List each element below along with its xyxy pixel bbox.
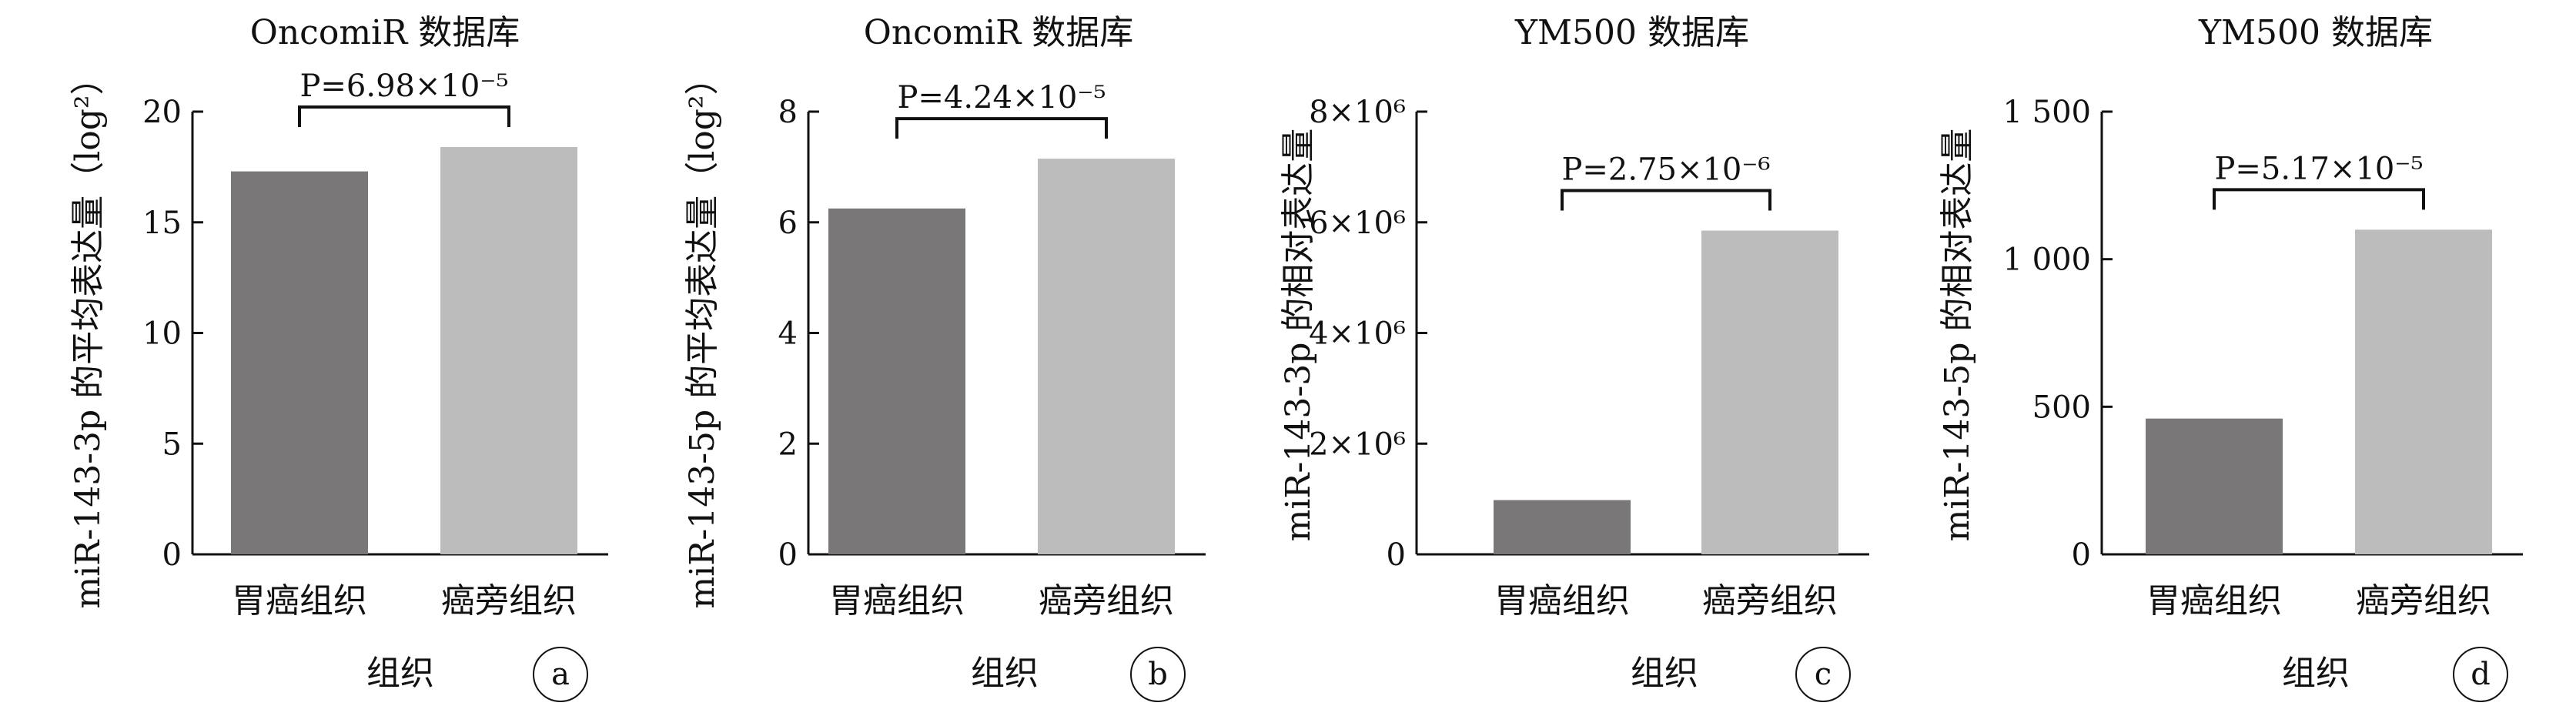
bar-adjacent [1038,159,1175,554]
x-tick-label: 癌旁组织 [1702,581,1838,621]
y-tick-label: 1 500 [2002,95,2091,130]
x-tick-label: 癌旁组织 [2356,581,2491,621]
bar-chart-svg: 0 2×10⁶ 4×10⁶ 6×10⁶ 8×10⁶ 胃癌组织 癌旁组织 P=2.75×10⁻⁶ [1309,95,1869,621]
y-tick-label: 5 [162,427,182,462]
x-tick-label: 胃癌组织 [232,581,367,621]
y-tick-label: 15 [142,206,182,241]
chart-title: YM500 数据库 [2198,13,2434,52]
x-tick-label: 胃癌组织 [1494,581,1630,621]
p-value-label: P=2.75×10⁻⁶ [1561,152,1770,188]
y-tick-label: 0 [1387,537,1406,573]
y-tick-label: 2 [778,427,798,462]
bar-tumor [231,171,368,554]
chart-title: OncomiR 数据库 [863,13,1134,52]
y-tick-label: 8×10⁶ [1309,95,1406,130]
panel-letter: b [1130,647,1186,702]
y-tick-label: 500 [2032,390,2091,425]
y-tick-label: 2×10⁶ [1309,427,1406,462]
y-tick-label: 20 [142,95,182,130]
panel-letter: a [533,647,588,702]
x-axis-label: 组织 [366,654,434,693]
y-tick-label: 10 [142,316,182,352]
bar-tumor [828,208,965,554]
y-tick-label: 0 [2072,537,2091,573]
y-tick-label: 6×10⁶ [1309,206,1406,241]
bar-adjacent [2355,229,2492,554]
x-tick-label: 癌旁组织 [1039,581,1174,621]
bar-chart-svg: 0 2 4 6 8 胃癌组织 癌旁组织 P=4.24×10⁻⁵ [778,80,1206,621]
x-tick-label: 胃癌组织 [2146,581,2282,621]
bar-adjacent [440,147,577,554]
x-axis-label: 组织 [1631,654,1698,693]
significance-bracket [1561,189,1771,211]
x-axis-label: 组织 [971,654,1039,693]
chart-title: YM500 数据库 [1514,13,1750,52]
y-tick-label: 1 000 [2002,243,2091,278]
chart-panel-d: YM500 数据库 miR-143-5p 的相对表达量 0 500 1 000 1 5… [1909,0,2576,706]
y-tick-label: 8 [778,95,798,130]
x-tick-label: 胃癌组织 [829,581,965,621]
bar-tumor [2146,418,2283,554]
y-tick-label: 6 [778,206,798,241]
y-tick-label: 4×10⁶ [1309,316,1406,352]
chart-panel-c: YM500 数据库 miR-143-3p 的相对表达量 0 2×10⁶ 4×10⁶ 6… [1247,0,1909,706]
significance-bracket [298,105,510,127]
p-value-label: P=6.98×10⁻⁵ [299,69,508,104]
bar-tumor [1494,500,1631,554]
bar-chart-svg: 0 5 10 15 20 胃癌组织 癌旁组织 P=6.98×10⁻⁵ [142,69,608,621]
bar-chart-svg: 0 500 1 000 1 500 胃癌组织 癌旁组织 P=5.17×10⁻⁵ [2002,95,2523,621]
bar-adjacent [1701,230,1838,554]
panel-letter: c [1795,647,1851,702]
chart-title: OncomiR 数据库 [249,13,520,52]
p-value-label: P=4.24×10⁻⁵ [897,80,1106,115]
chart-panel-a: OncomiR 数据库 miR-143-3p 的平均表达量（log²） 0 5 10… [0,0,631,706]
x-tick-label: 癌旁组织 [441,581,577,621]
significance-bracket [2213,188,2425,210]
p-value-label: P=5.17×10⁻⁵ [2214,151,2423,186]
y-tick-label: 0 [778,537,798,573]
x-axis-label: 组织 [2282,654,2350,693]
y-tick-label: 0 [162,537,182,573]
panel-letter: d [2453,647,2508,702]
significance-bracket [895,117,1108,139]
y-tick-label: 4 [778,316,798,352]
